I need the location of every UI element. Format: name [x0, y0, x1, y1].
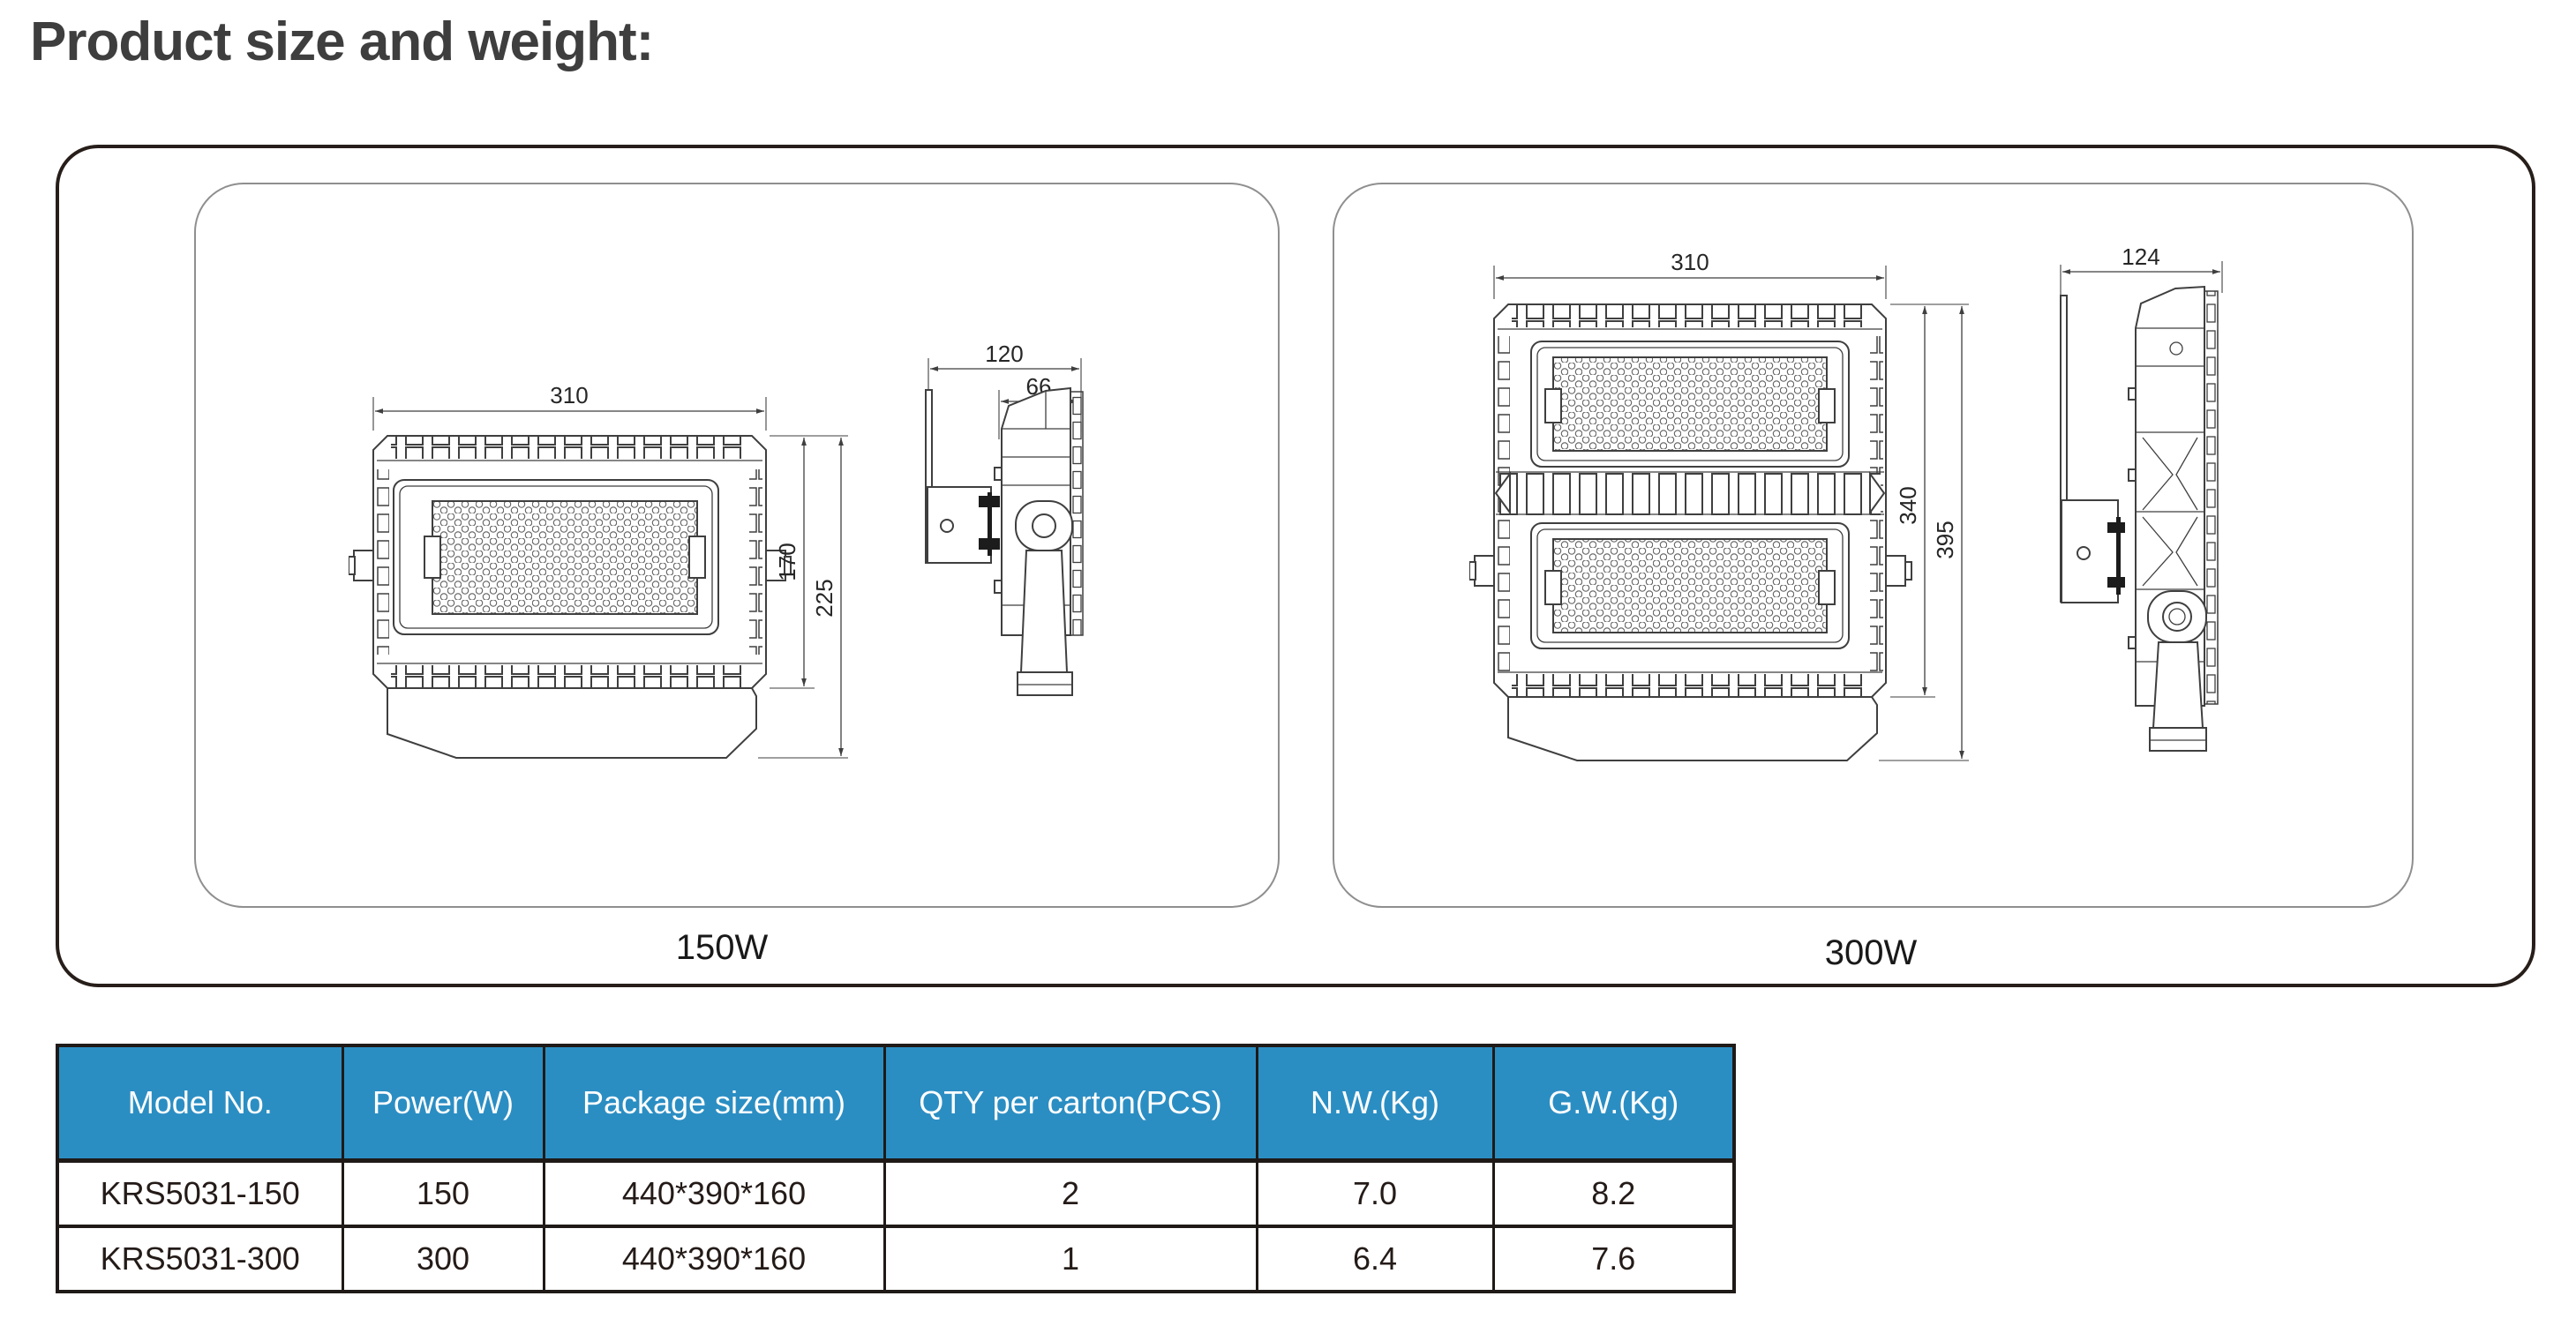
dim-heights-300: 340 395	[1879, 303, 1969, 761]
cell-qty: 1	[882, 1225, 1258, 1293]
cell-power: 300	[341, 1225, 545, 1293]
cell-power: 150	[341, 1159, 545, 1228]
dimension-label: 395	[1932, 521, 1958, 558]
drawing-150w-side-view: 120 66	[925, 344, 1084, 696]
drawing-300w-front-view: 310	[1469, 251, 1969, 761]
luminaire-body-300	[1469, 303, 1912, 761]
table-row: KRS5031-150 150 440*390*160 2 7.0 8.2	[56, 1159, 1736, 1228]
dimension-label: 225	[811, 579, 837, 617]
cell-model: KRS5031-150	[56, 1159, 344, 1228]
dimension-label: 310	[1671, 251, 1709, 275]
cell-gross-weight: 8.2	[1491, 1159, 1736, 1228]
luminaire-side-150	[925, 386, 1084, 696]
dim-width-300: 310	[1493, 251, 1887, 299]
dimension-label: 120	[985, 344, 1023, 367]
dimension-label: 124	[2122, 247, 2159, 270]
column-header-model: Model No.	[56, 1044, 344, 1163]
dim-depths-150: 120 66	[928, 344, 1082, 439]
luminaire-body-150	[349, 435, 792, 759]
table-header-row: Model No. Power(W) Package size(mm) QTY …	[56, 1044, 1736, 1163]
column-header-package-size: Package size(mm)	[542, 1044, 886, 1163]
drawing-150w-front-view: 310 170 225	[349, 382, 848, 759]
cell-gross-weight: 7.6	[1491, 1225, 1736, 1293]
cell-qty: 2	[882, 1159, 1258, 1228]
column-header-net-weight: N.W.(Kg)	[1255, 1044, 1495, 1163]
cell-net-weight: 6.4	[1255, 1225, 1495, 1293]
column-header-qty: QTY per carton(PCS)	[882, 1044, 1258, 1163]
column-header-power: Power(W)	[341, 1044, 545, 1163]
caption-300w: 300W	[1824, 933, 1918, 972]
spec-table: Model No. Power(W) Package size(mm) QTY …	[56, 1044, 1736, 1293]
dim-width-150: 310	[372, 382, 767, 431]
cell-package-size: 440*390*160	[542, 1225, 886, 1293]
cell-model: KRS5031-300	[56, 1225, 344, 1293]
table-row: KRS5031-300 300 440*390*160 1 6.4 7.6	[56, 1225, 1736, 1293]
cell-net-weight: 7.0	[1255, 1159, 1495, 1228]
dim-heights-150: 170 225	[758, 435, 848, 759]
luminaire-side-300	[2060, 285, 2219, 752]
column-header-gross-weight: G.W.(Kg)	[1491, 1044, 1736, 1163]
dimension-label: 340	[1895, 486, 1921, 524]
caption-150w: 150W	[675, 928, 769, 967]
dimension-label: 170	[774, 543, 800, 581]
page-title: Product size and weight:	[30, 11, 654, 72]
drawing-300w-side-view: 124	[2060, 247, 2223, 752]
cell-package-size: 440*390*160	[542, 1159, 886, 1228]
dimension-label: 310	[550, 382, 588, 408]
